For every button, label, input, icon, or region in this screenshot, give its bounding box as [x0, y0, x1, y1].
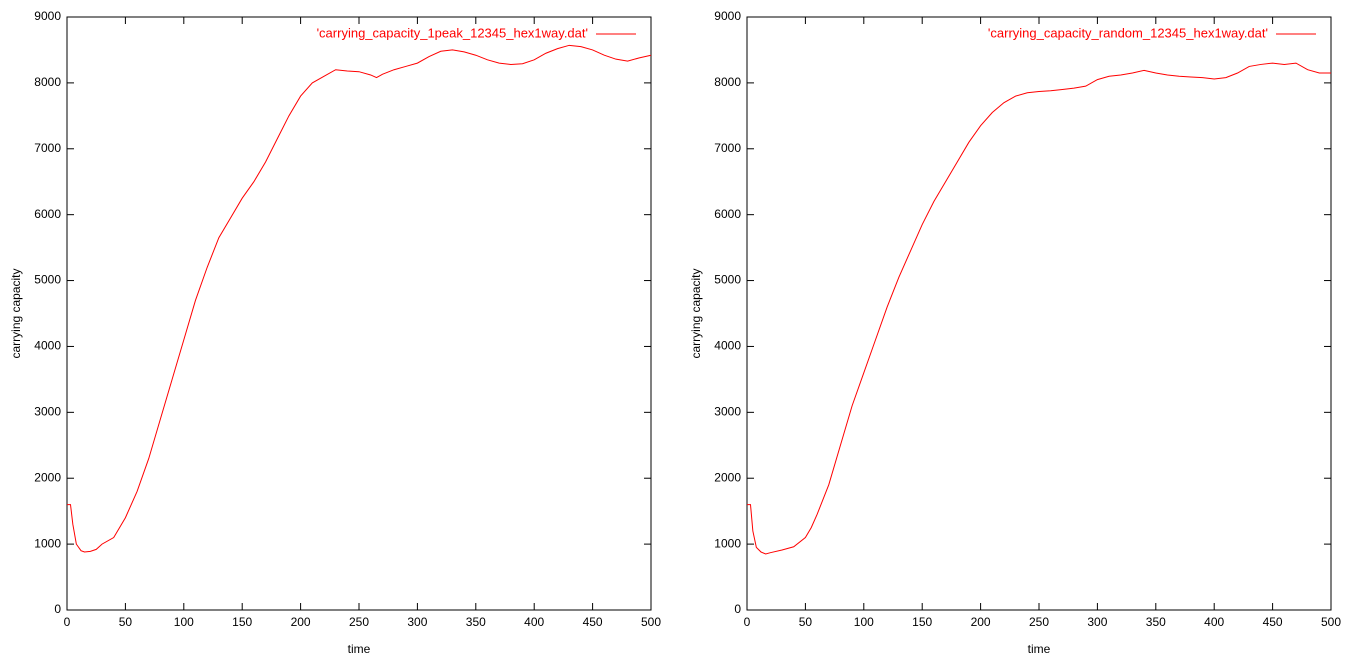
x-tick-label: 250: [1029, 615, 1049, 629]
x-axis-label: time: [348, 642, 371, 656]
y-tick-label: 1000: [34, 536, 61, 550]
y-tick-label: 9000: [714, 9, 741, 23]
x-tick-label: 350: [1146, 615, 1166, 629]
x-tick-label: 0: [744, 615, 751, 629]
x-tick-label: 250: [349, 615, 369, 629]
x-tick-label: 350: [466, 615, 486, 629]
legend-label: 'carrying_capacity_random_12345_hex1way.…: [988, 25, 1268, 40]
y-tick-label: 9000: [34, 9, 61, 23]
y-tick-label: 6000: [714, 207, 741, 221]
plot-frame: [746, 16, 1332, 611]
data-line: [67, 44, 652, 553]
y-tick-label: 8000: [714, 75, 741, 89]
legend-label: 'carrying_capacity_1peak_12345_hex1way.d…: [317, 25, 588, 40]
x-tick-label: 100: [174, 615, 194, 629]
x-tick-label: 0: [64, 615, 71, 629]
y-tick-label: 5000: [714, 273, 741, 287]
x-axis-label: time: [1028, 642, 1051, 656]
y-axis-label: carrying capacity: [689, 268, 703, 358]
x-tick-label: 50: [799, 615, 813, 629]
x-tick-label: 300: [1087, 615, 1107, 629]
x-tick-label: 400: [524, 615, 544, 629]
x-tick-label: 400: [1204, 615, 1224, 629]
y-tick-label: 0: [54, 602, 61, 616]
x-tick-label: 450: [1263, 615, 1283, 629]
y-tick-label: 3000: [714, 405, 741, 419]
y-tick-label: 1000: [714, 536, 741, 550]
y-tick-label: 6000: [34, 207, 61, 221]
x-tick-label: 200: [971, 615, 991, 629]
y-tick-label: 2000: [34, 470, 61, 484]
x-tick-label: 500: [1321, 615, 1341, 629]
x-tick-label: 200: [291, 615, 311, 629]
y-tick-label: 3000: [34, 405, 61, 419]
y-tick-label: 7000: [34, 141, 61, 155]
y-axis-label: carrying capacity: [9, 268, 23, 358]
data-line: [747, 62, 1331, 555]
x-tick-label: 300: [407, 615, 427, 629]
y-tick-label: 4000: [714, 339, 741, 353]
y-tick-label: 8000: [34, 75, 61, 89]
y-tick-label: 0: [734, 602, 741, 616]
y-tick-label: 2000: [714, 470, 741, 484]
x-tick-label: 150: [912, 615, 932, 629]
x-tick-label: 50: [119, 615, 133, 629]
plot-frame: [66, 16, 652, 611]
x-tick-label: 100: [854, 615, 874, 629]
y-tick-label: 4000: [34, 339, 61, 353]
x-tick-label: 150: [232, 615, 252, 629]
x-tick-label: 500: [641, 615, 661, 629]
y-tick-label: 5000: [34, 273, 61, 287]
x-tick-label: 450: [583, 615, 603, 629]
y-tick-label: 7000: [714, 141, 741, 155]
